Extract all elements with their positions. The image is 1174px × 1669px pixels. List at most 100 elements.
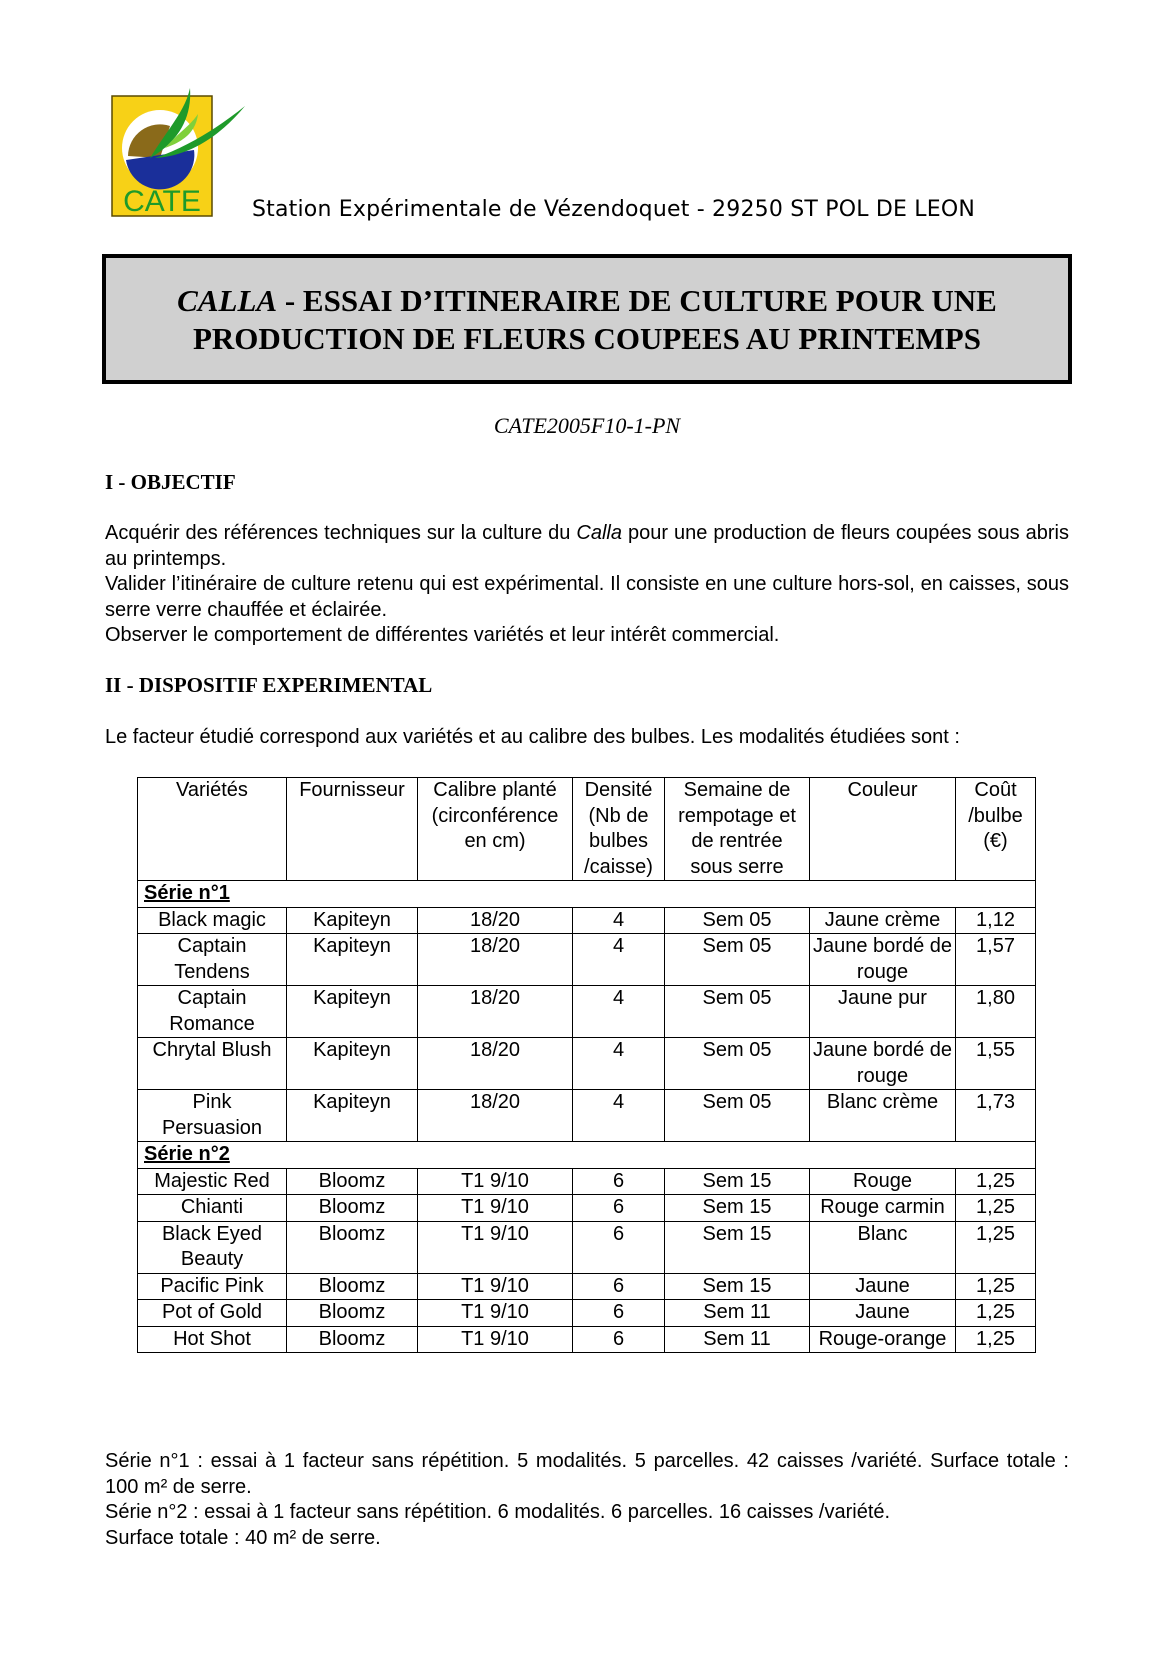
table-cell: 6	[572, 1299, 665, 1327]
station-address: Station Expérimentale de Vézendoquet - 2…	[252, 197, 976, 222]
table-cell: T1 9/10	[417, 1299, 573, 1327]
p1-italic: Calla	[576, 522, 622, 544]
table-cell: Chianti	[137, 1194, 287, 1222]
table-cell: 1,25	[955, 1299, 1036, 1327]
objectif-p3: Observer le comportement de différentes …	[105, 624, 780, 646]
table-cell: Pot of Gold	[137, 1299, 287, 1327]
table-row: Chianti Bloomz T1 9/10 6 Sem 15 Rouge carmin 1…	[137, 1194, 1036, 1222]
table-cell: 4	[572, 1089, 665, 1142]
table-cell: 1,12	[955, 906, 1036, 934]
series-row: Série n°2	[137, 1141, 1036, 1169]
column-header: Coût /bulbe (€)	[955, 777, 1036, 881]
title-line-1: CALLA - ESSAI D’ITINERAIRE DE CULTURE PO…	[106, 282, 1068, 320]
series-label: Série n°1	[137, 880, 1036, 908]
table-cell: T1 9/10	[417, 1167, 573, 1195]
table-cell: 1,57	[955, 933, 1036, 986]
table-cell: 6	[572, 1220, 665, 1274]
objectif-p1: Acquérir des références techniques sur l…	[105, 521, 1069, 572]
table-cell: 18/20	[417, 1089, 573, 1142]
title-rest: - ESSAI D’ITINERAIRE DE CULTURE POUR UNE	[277, 283, 997, 318]
table-row: Pot of Gold Bloomz T1 9/10 6 Sem 11 Jaune 1,25	[137, 1299, 1036, 1327]
table-cell: Sem 15	[664, 1194, 810, 1222]
table-cell: Captain Tendens	[137, 933, 287, 986]
table-cell: Bloomz	[286, 1220, 418, 1274]
objectif-p2: Valider l’itinéraire de culture retenu q…	[105, 573, 1069, 621]
column-header: Couleur	[809, 777, 956, 881]
p1-text: Acquérir des références techniques sur l…	[105, 522, 577, 544]
table-cell: 18/20	[417, 1037, 573, 1090]
title-italic: CALLA	[177, 283, 278, 318]
table-cell: Sem 05	[664, 933, 810, 986]
column-header: Semaine de rempotage et de rentrée sous …	[664, 777, 810, 881]
table-cell: Majestic Red	[137, 1167, 287, 1195]
table-cell: Jaune bordé de rouge	[809, 933, 956, 986]
table-cell: Rouge carmin	[809, 1194, 956, 1222]
dispositif-intro: Le facteur étudié correspond aux variété…	[105, 726, 960, 748]
table-row: Captain Romance Kapiteyn 18/20 4 Sem 05 Jaune…	[137, 985, 1036, 1038]
table-cell: Jaune	[809, 1272, 956, 1300]
series-label: Série n°2	[137, 1141, 1036, 1169]
table-cell: Kapiteyn	[286, 985, 418, 1038]
table-cell: Sem 15	[664, 1220, 810, 1274]
table-cell: Kapiteyn	[286, 906, 418, 934]
column-header: Densité (Nb de bulbes /caisse)	[572, 777, 665, 881]
table-cell: Jaune	[809, 1299, 956, 1327]
table-cell: 1,25	[955, 1194, 1036, 1222]
table-row: Captain Tendens Kapiteyn 18/20 4 Sem 05 Jaune…	[137, 933, 1036, 986]
table-cell: T1 9/10	[417, 1220, 573, 1274]
table-cell: Rouge-orange	[809, 1325, 956, 1353]
table-cell: 18/20	[417, 906, 573, 934]
table-row: Pink Persuasion Kapiteyn 18/20 4 Sem 05 Blanc…	[137, 1089, 1036, 1142]
table-cell: Sem 05	[664, 1089, 810, 1142]
table-cell: 1,73	[955, 1089, 1036, 1142]
table-cell: 6	[572, 1325, 665, 1353]
table-cell: T1 9/10	[417, 1272, 573, 1300]
series-row: Série n°1	[137, 880, 1036, 908]
table-cell: Hot Shot	[137, 1325, 287, 1353]
table-cell: 6	[572, 1194, 665, 1222]
serie2-note: Série n°2 : essai à 1 facteur sans répét…	[105, 1501, 891, 1523]
table-cell: Pink Persuasion	[137, 1089, 287, 1142]
document-code: CATE2005F10-1-PN	[493, 413, 681, 438]
table-cell: Blanc	[809, 1220, 956, 1274]
table-cell: Jaune bordé de rouge	[809, 1037, 956, 1090]
table-cell: Sem 15	[664, 1167, 810, 1195]
table-cell: Pacific Pink	[137, 1272, 287, 1300]
table-cell: 18/20	[417, 985, 573, 1038]
table-cell: 1,55	[955, 1037, 1036, 1090]
table-cell: Blanc crème	[809, 1089, 956, 1142]
table-row: Black magic Kapiteyn 18/20 4 Sem 05 Jaune crè…	[137, 906, 1036, 934]
column-header: Variétés	[137, 777, 287, 881]
table-cell: 1,80	[955, 985, 1036, 1038]
table-cell: Bloomz	[286, 1167, 418, 1195]
table-cell: 18/20	[417, 933, 573, 986]
table-row: Chrytal Blush Kapiteyn 18/20 4 Sem 05 Jaune b…	[137, 1037, 1036, 1090]
table-row: Pacific Pink Bloomz T1 9/10 6 Sem 15 Jaune 1,2…	[137, 1272, 1036, 1300]
table-cell: Jaune pur	[809, 985, 956, 1038]
column-header: Calibre planté (circonférence en cm)	[417, 777, 573, 881]
table-cell: Kapiteyn	[286, 1089, 418, 1142]
p1-text-after: pour une production de fleurs coupées so…	[105, 522, 1069, 570]
objectif-text: Acquérir des références techniques sur l…	[105, 521, 1069, 649]
table-cell: 1,25	[955, 1272, 1036, 1300]
table-cell: Bloomz	[286, 1272, 418, 1300]
table-cell: Jaune crème	[809, 906, 956, 934]
table-cell: 1,25	[955, 1325, 1036, 1353]
table-header-row: Variétés Fournisseur Calibre planté (circo…	[137, 777, 1036, 881]
table-cell: 1,25	[955, 1167, 1036, 1195]
varieties-table: Variétés Fournisseur Calibre planté (circo…	[137, 777, 1036, 1353]
table-cell: 4	[572, 906, 665, 934]
section-heading-dispositif: II - DISPOSITIF EXPERIMENTAL	[105, 673, 433, 697]
table-cell: Bloomz	[286, 1194, 418, 1222]
table-cell: 4	[572, 933, 665, 986]
table-cell: Sem 11	[664, 1325, 810, 1353]
footer-notes: Série n°1 : essai à 1 facteur sans répét…	[105, 1449, 1069, 1551]
table-cell: Kapiteyn	[286, 1037, 418, 1090]
table-cell: 6	[572, 1167, 665, 1195]
table-cell: Sem 05	[664, 985, 810, 1038]
logo-text: CATE	[123, 185, 201, 218]
table-cell: 4	[572, 985, 665, 1038]
table-row: Majestic Red Bloomz T1 9/10 6 Sem 15 Rouge 1,2…	[137, 1167, 1036, 1195]
table-cell: Black magic	[137, 906, 287, 934]
table-cell: Bloomz	[286, 1325, 418, 1353]
